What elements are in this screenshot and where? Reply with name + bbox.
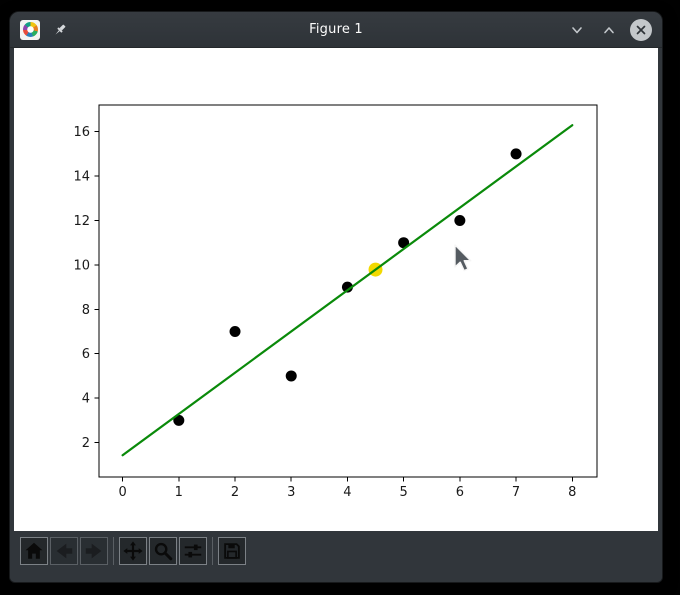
x-tick-label: 6 bbox=[456, 485, 464, 500]
fit-line bbox=[121, 124, 574, 457]
close-button[interactable] bbox=[630, 18, 652, 41]
window-title: Figure 1 bbox=[309, 22, 363, 37]
matplotlib-logo-icon bbox=[20, 19, 40, 40]
sliders-icon bbox=[184, 544, 202, 558]
toolbar-pan-button[interactable] bbox=[119, 537, 147, 565]
arrow-left-icon bbox=[56, 543, 73, 559]
y-tick-label: 6 bbox=[82, 347, 90, 362]
arrow-right-icon bbox=[85, 543, 102, 559]
scatter-point bbox=[341, 281, 353, 293]
nav-toolbar bbox=[10, 531, 662, 582]
y-tick-label: 8 bbox=[82, 303, 90, 318]
x-tick-label: 5 bbox=[400, 485, 408, 500]
y-tick-label: 14 bbox=[73, 170, 90, 185]
x-tick-label: 0 bbox=[118, 485, 126, 500]
move-arrows-icon bbox=[123, 541, 143, 561]
home-icon bbox=[25, 542, 43, 559]
scatter-point bbox=[173, 414, 185, 426]
y-tick-label: 4 bbox=[82, 392, 90, 407]
mouse-cursor bbox=[454, 244, 472, 272]
x-tick-label: 7 bbox=[512, 485, 520, 500]
toolbar-home-button[interactable] bbox=[20, 537, 48, 565]
scatter-point bbox=[285, 370, 297, 382]
chevron-up-icon bbox=[604, 26, 614, 33]
y-tick-label: 12 bbox=[73, 214, 90, 229]
x-tick-label: 4 bbox=[343, 485, 351, 500]
x-tick-label: 3 bbox=[287, 485, 295, 500]
x-tick-label: 8 bbox=[568, 485, 576, 500]
y-tick-label: 10 bbox=[73, 258, 90, 273]
maximize-button[interactable] bbox=[598, 19, 620, 41]
toolbar-separator bbox=[113, 537, 114, 565]
titlebar[interactable]: Figure 1 bbox=[10, 12, 662, 48]
magnifier-icon bbox=[154, 542, 173, 561]
scatter-point bbox=[454, 214, 466, 226]
toolbar-save-button[interactable] bbox=[218, 537, 246, 565]
x-tick-label: 1 bbox=[175, 485, 183, 500]
toolbar-separator bbox=[212, 537, 213, 565]
x-tick-label: 2 bbox=[231, 485, 239, 500]
minimize-button[interactable] bbox=[566, 19, 588, 41]
y-tick-label: 16 bbox=[73, 125, 90, 140]
toolbar-zoom-button[interactable] bbox=[149, 537, 177, 565]
close-x-icon bbox=[636, 25, 646, 34]
figure-window: Figure 1 0 1 2 3 4 5 6 7 8 2 4 6 8 10 12 14 16 bbox=[10, 12, 662, 582]
floppy-disk-icon bbox=[224, 543, 240, 559]
chevron-down-icon bbox=[572, 26, 582, 33]
y-tick-label: 2 bbox=[82, 436, 90, 451]
pin-icon[interactable] bbox=[52, 22, 68, 38]
scatter-point bbox=[398, 237, 410, 249]
toolbar-configure-subplots-button[interactable] bbox=[179, 537, 207, 565]
scatter-point bbox=[510, 148, 522, 160]
scatter-point bbox=[229, 326, 241, 338]
toolbar-forward-button[interactable] bbox=[80, 537, 108, 565]
figure-canvas[interactable]: 0 1 2 3 4 5 6 7 8 2 4 6 8 10 12 14 16 bbox=[14, 48, 658, 531]
axes-frame bbox=[98, 104, 598, 478]
toolbar-back-button[interactable] bbox=[50, 537, 78, 565]
